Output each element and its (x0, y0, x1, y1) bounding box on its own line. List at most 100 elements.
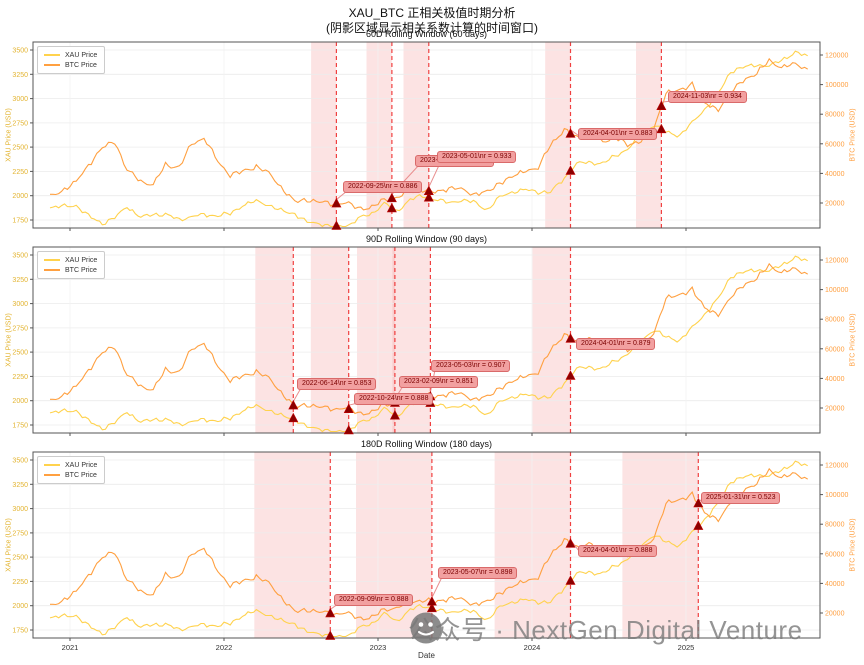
right-tick-label: 80000 (825, 112, 845, 119)
extreme-marker-triangle (565, 128, 576, 138)
annotation-arrow (431, 576, 443, 598)
extreme-marker-triangle (343, 403, 354, 413)
right-tick-label: 80000 (825, 317, 845, 324)
legend-entry-btc: BTC Price (44, 265, 97, 275)
correlation-annotation: 2022-09-09\nr = 0.888 (334, 594, 414, 607)
left-tick-label: 2750 (12, 530, 28, 537)
subplot-60d: 1750 2000 2250 2500 2750 3000 3250 3500 20000 400… (12, 41, 848, 231)
right-tick-label: 40000 (825, 171, 845, 178)
correlation-window-band (545, 42, 571, 228)
extreme-marker-triangle (331, 197, 342, 208)
extreme-marker-triangle (386, 192, 397, 203)
extreme-marker-triangle (565, 370, 576, 380)
correlation-window-band (366, 42, 392, 228)
x-axis-label: Date (418, 651, 435, 660)
legend-label-btc: BTC Price (65, 61, 97, 69)
extreme-marker-triangle (331, 220, 342, 230)
chart-title: XAU_BTC 正相关极值时期分析 (348, 6, 516, 20)
left-tick-label: 2250 (12, 169, 28, 176)
x-tick-label: 2021 (62, 643, 79, 652)
extreme-marker-triangle (288, 412, 299, 423)
legend-entry-btc: BTC Price (44, 470, 97, 480)
chart-subtitle: (阴影区域显示相关系数计算的时间窗口) (326, 21, 538, 35)
correlation-annotation: 2024-04-01\nr = 0.879 (576, 338, 656, 351)
legend-entry-xau: XAU Price (44, 460, 97, 470)
left-tick-label: 2250 (12, 579, 28, 586)
left-tick-label: 2500 (12, 350, 28, 357)
correlation-annotation: 2025-01-31\nr = 0.523 (701, 492, 781, 505)
watermark-text: 公众号 · NextGen Digital Venture (408, 615, 803, 645)
right-tick-label: 20000 (825, 406, 845, 413)
correlation-window-band (356, 452, 432, 638)
right-tick-label: 120000 (825, 53, 848, 60)
correlation-annotation: 2024-04-01\nr = 0.888 (578, 545, 658, 558)
legend-entry-xau: XAU Price (44, 255, 97, 265)
x-tick-label: 2024 (524, 643, 541, 652)
btc-price-line (50, 262, 808, 416)
left-tick-label: 1750 (12, 218, 28, 225)
correlation-annotation: 2022-09-25\nr = 0.886 (343, 181, 423, 194)
left-tick-label: 2500 (12, 555, 28, 562)
right-tick-label: 20000 (825, 201, 845, 208)
legend-label-xau: XAU Price (65, 256, 98, 264)
right-tick-label: 100000 (825, 287, 848, 294)
left-tick-label: 1750 (12, 423, 28, 430)
subplot-90d: 1750 2000 2250 2500 2750 3000 3250 3500 20000 400… (12, 246, 848, 436)
extreme-marker-triangle (656, 100, 667, 110)
legend-90d: XAU Price BTC Price (37, 251, 106, 279)
correlation-window-band (494, 452, 571, 638)
xau-line-swatch (44, 464, 60, 466)
right-tick-label: 80000 (825, 522, 845, 529)
left-axis-label-180d: XAU Price (USD) (5, 518, 13, 572)
extreme-marker-triangle (565, 575, 576, 585)
correlation-window-band (532, 247, 571, 433)
extreme-marker-triangle (565, 333, 576, 343)
x-tick-label: 2022 (216, 643, 233, 652)
xau-line-swatch (44, 54, 60, 56)
extreme-marker-triangle (565, 538, 576, 548)
legend-60d: XAU Price BTC Price (37, 46, 106, 74)
x-tick-label: 2025 (678, 643, 695, 652)
right-tick-label: 20000 (825, 611, 845, 618)
xau-line-swatch (44, 259, 60, 261)
extreme-marker-triangle (389, 410, 400, 420)
left-tick-label: 3500 (12, 48, 28, 55)
xau-price-line (49, 460, 808, 638)
extreme-marker-triangle (426, 602, 437, 613)
extreme-marker-triangle (656, 123, 667, 134)
correlation-window-band (310, 247, 349, 433)
correlation-annotation: 2023-05-07\nr = 0.898 (438, 567, 518, 580)
subplot-180d: 1750 2000 2250 2500 2750 3000 3250 3500 20000 400… (12, 451, 848, 652)
annotation-arrow (292, 387, 302, 402)
left-tick-label: 3000 (12, 96, 28, 103)
right-tick-label: 60000 (825, 141, 845, 148)
left-tick-label: 3000 (12, 506, 28, 513)
right-tick-label: 120000 (825, 463, 848, 470)
subplot-title-180d: 180D Rolling Window (180 days) (360, 439, 493, 449)
correlation-annotation: 2023-05-03\nr = 0.907 (431, 360, 511, 373)
left-tick-label: 3250 (12, 482, 28, 489)
left-tick-label: 2250 (12, 374, 28, 381)
left-tick-label: 3500 (12, 253, 28, 260)
correlation-annotation: 2022-10-24\nr = 0.888 (354, 393, 434, 406)
correlation-window-band (311, 42, 337, 228)
right-axis-label-180d: BTC Price (USD) (849, 518, 857, 572)
btc-line-swatch (44, 474, 60, 476)
extreme-marker-triangle (693, 520, 704, 530)
correlation-annotation: 2023-05-01\nr = 0.933 (437, 151, 517, 164)
x-tick-label: 2023 (370, 643, 387, 652)
correlation-window-band (254, 452, 331, 638)
right-tick-label: 100000 (825, 82, 848, 89)
left-tick-label: 2000 (12, 193, 28, 200)
correlation-window-band (255, 247, 294, 433)
left-tick-label: 2500 (12, 145, 28, 152)
left-tick-label: 2000 (12, 603, 28, 610)
right-tick-label: 40000 (825, 376, 845, 383)
correlation-annotation: 2023-02-09\nr = 0.851 (399, 376, 479, 389)
left-tick-label: 3250 (12, 72, 28, 79)
extreme-marker-triangle (343, 424, 354, 435)
left-tick-label: 3250 (12, 277, 28, 284)
right-tick-label: 60000 (825, 551, 845, 558)
